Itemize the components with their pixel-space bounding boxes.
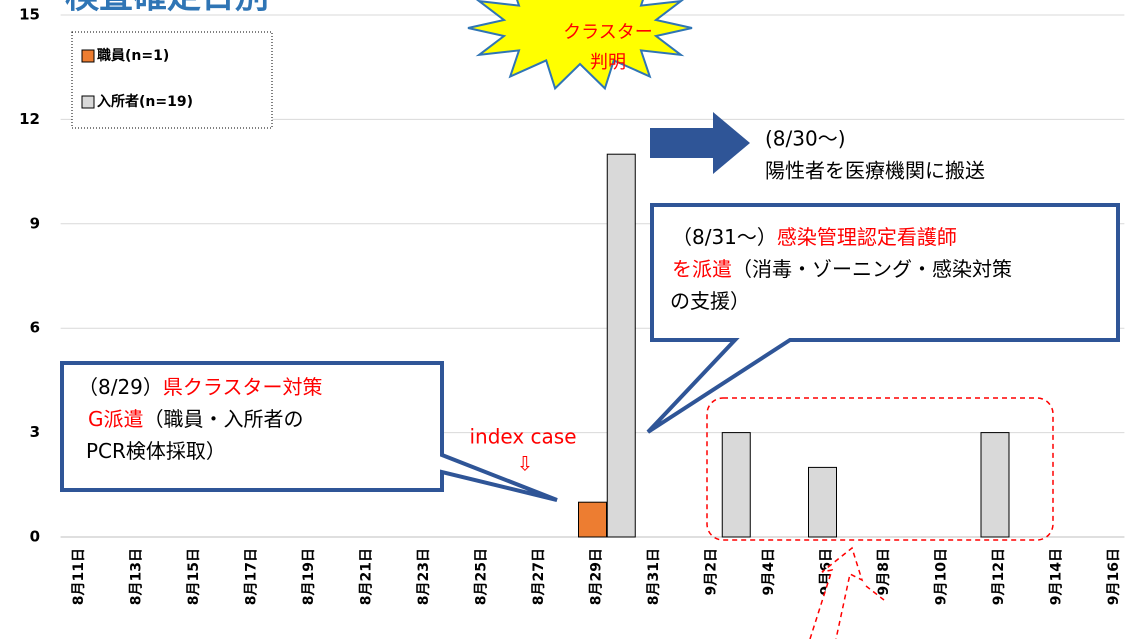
callout-segment: PCR検体採取） (86, 439, 226, 463)
y-tick-label: 12 (19, 110, 40, 128)
chart-title: 検査確定日別 (65, 0, 269, 17)
arrow-note: 陽性者を医療機関に搬送 (765, 159, 985, 183)
callout (60, 361, 558, 502)
legend-label: 職員(n=1) (97, 47, 169, 64)
bar (721, 432, 751, 538)
callout-segment: （8/31～） (672, 225, 777, 249)
callout-text: を派遣（消毒・ゾーニング・感染対策 (672, 257, 1012, 281)
legend-box (71, 31, 273, 129)
x-tick-label: 9月12日 (991, 548, 1007, 605)
x-tick-label: 9月14日 (1049, 548, 1065, 605)
highlight (706, 397, 1054, 541)
dashed-arrow (865, 585, 885, 601)
starburst-text: クラスター (563, 22, 653, 43)
starburst-text: 判明 (590, 52, 626, 73)
x-tick-label: 8月27日 (531, 548, 547, 605)
arrow (650, 112, 750, 174)
x-tick-label: 9月16日 (1106, 548, 1122, 605)
callout-segment: 感染管理認定看護師 (777, 225, 957, 249)
callout-segment: を派遣 (672, 257, 732, 281)
x-tick-label: 8月29日 (589, 548, 605, 605)
legend-label: 入所者(n=19) (97, 93, 193, 110)
callout-segment: 県クラスター対策 (163, 375, 323, 399)
x-tick-label: 8月17日 (244, 548, 260, 605)
x-tick-label: 8月25日 (474, 548, 490, 605)
callout (646, 203, 1120, 434)
y-tick-label: 6 (30, 319, 40, 337)
callout-segment: G派遣 (88, 407, 144, 431)
index-case: index case (469, 425, 576, 449)
bar (980, 432, 1010, 538)
callout-segment: （消毒・ゾーニング・感染対策 (732, 257, 1012, 281)
callout-segment: （職員・入所者の (144, 407, 304, 431)
x-tick-label: 8月15日 (186, 548, 202, 605)
starburst (467, 0, 693, 91)
y-tick-label: 9 (30, 214, 40, 232)
bar (606, 153, 636, 538)
legend-swatch (81, 95, 95, 109)
y-tick-label: 3 (30, 423, 40, 441)
arrow-note: (8/30～) (765, 127, 846, 151)
callout-segment: の支援） (670, 289, 750, 313)
dashed-arrow (809, 546, 864, 639)
callout-text: PCR検体採取） (86, 439, 226, 463)
x-tick-label: 8月31日 (646, 548, 662, 605)
x-tick-label: 9月4日 (761, 548, 777, 595)
x-tick-label: 8月23日 (416, 548, 432, 605)
index-arrow: ⇩ (517, 452, 534, 476)
bar (808, 466, 837, 538)
x-tick-label: 9月8日 (876, 548, 892, 595)
bar (578, 501, 607, 538)
x-tick-label: 8月21日 (359, 548, 375, 605)
y-tick-label: 0 (30, 528, 40, 546)
callout-text: （8/31～）感染管理認定看護師 (672, 225, 957, 249)
x-tick-label: 8月19日 (301, 548, 317, 605)
x-tick-label: 8月11日 (71, 548, 87, 605)
callout-text: の支援） (670, 289, 750, 313)
x-tick-label: 9月10日 (934, 548, 950, 605)
x-tick-label: 9月2日 (704, 548, 720, 595)
callout-text: G派遣（職員・入所者の (88, 407, 304, 431)
callout-text: （8/29）県クラスター対策 (78, 375, 323, 399)
callout-segment: （8/29） (78, 375, 163, 399)
y-tick-label: 15 (19, 6, 40, 24)
x-tick-label: 8月13日 (129, 548, 145, 605)
legend-swatch (81, 49, 95, 63)
